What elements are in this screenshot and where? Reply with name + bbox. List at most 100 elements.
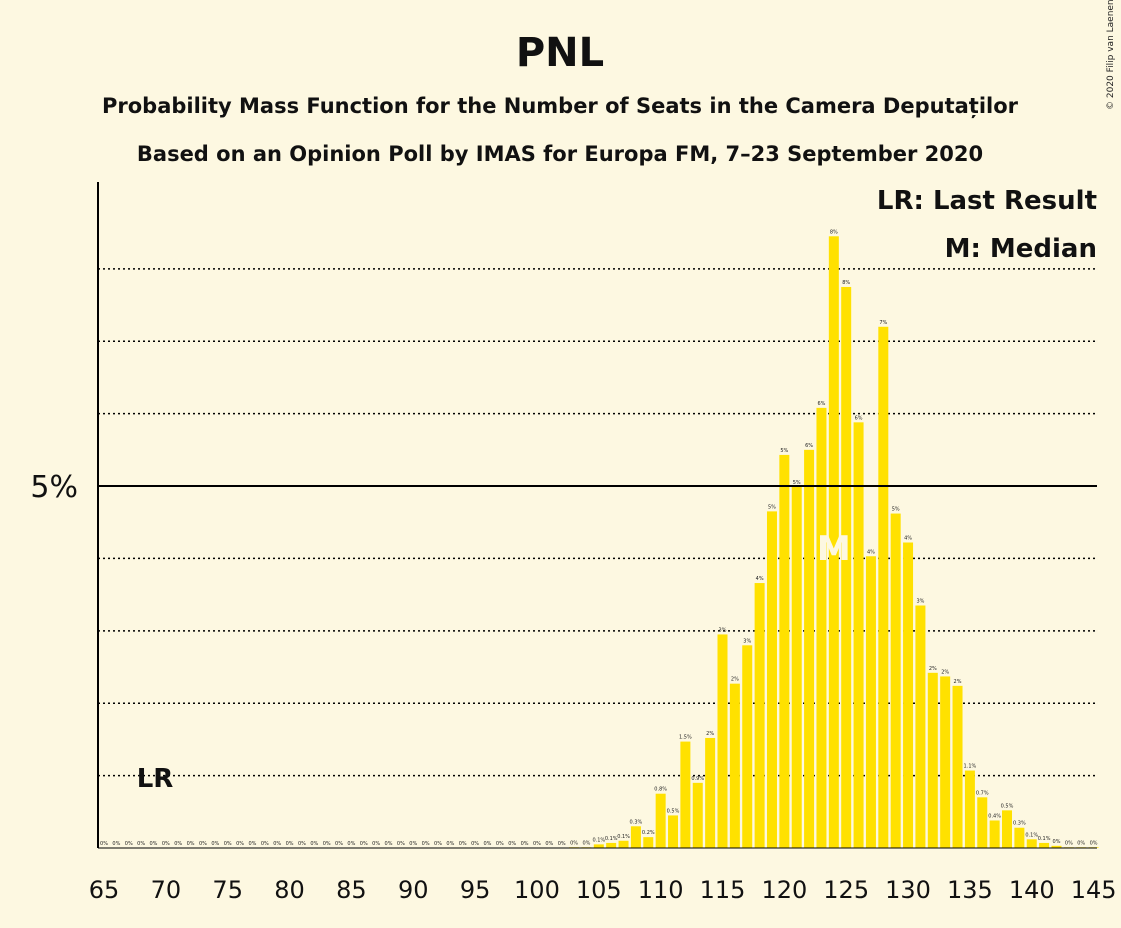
bar [977,797,988,848]
bar-value-label: 0.3% [630,819,643,825]
bar-value-label: 0% [545,841,553,847]
bar-value-label: 6% [805,443,813,449]
x-tick-label: 145 [1071,876,1117,904]
bar-value-label: 0% [570,840,578,846]
bar [606,842,617,848]
bar-value-label: 0.5% [667,808,680,814]
bar-value-label: 2% [954,679,962,685]
bar-value-label: 0% [150,841,158,847]
bar [865,556,876,848]
bar-value-label: 0% [496,841,504,847]
bar-value-label: 7% [879,320,887,326]
bar-value-label: 0% [409,841,417,847]
bar-value-label: 0.2% [642,830,655,836]
bar [754,583,765,848]
bar-value-label: 5% [892,507,900,513]
bar [890,513,901,848]
bar [680,741,691,848]
bar-value-label: 0% [385,841,393,847]
x-tick-label: 115 [700,876,746,904]
bar-value-label: 0% [261,841,269,847]
bar [940,676,951,848]
x-tick-label: 125 [823,876,869,904]
bar-value-label: 0% [1090,840,1098,846]
bar [816,407,827,848]
bar-value-label: 0.1% [1025,832,1038,838]
bar-value-label: 0.3% [1013,821,1026,827]
bar [742,645,753,848]
bar-value-label: 1.5% [679,735,692,741]
bar-value-label: 0% [236,841,244,847]
bar-value-label: 0% [174,841,182,847]
bar-value-label: 0% [372,841,380,847]
gridlines [98,268,1097,777]
bar [618,840,629,848]
bar-value-label: 0% [286,841,294,847]
bar-value-label: 0.4% [988,813,1001,819]
y-tick-label: 5% [30,470,78,505]
bar-value-label: 0% [112,841,120,847]
bar [989,820,1000,848]
bar [915,605,926,848]
x-tick-label: 130 [885,876,931,904]
bar-value-label: 0.1% [592,837,605,843]
bar [1039,842,1050,848]
bar-value-label: 2% [941,669,949,675]
bar-value-label: 0% [100,841,108,847]
x-tick-label: 135 [947,876,993,904]
x-tick-labels: 65 70 75 80 85 90 95 100 105 110 115 120 125 130 135 14… [89,876,1117,904]
bar [1014,827,1025,848]
legend-last-result: LR: Last Result [877,186,1097,216]
bar [927,672,938,848]
bar [643,837,654,848]
bar-value-label: 6% [855,415,863,421]
bar-value-label: 3% [743,638,751,644]
bar-labels: 0% 0% 0% 0% 0% 0% 0% 0% 0% 0% 0% 0% 0% 0% 0% 0% 0% 0% 0% 0%… [100,229,1098,847]
bar-value-label: 0% [533,841,541,847]
bar-value-label: 0% [1053,839,1061,845]
bar [964,770,975,848]
x-tick-label: 120 [761,876,807,904]
bar [668,815,679,848]
bar-value-label: 4% [756,576,764,582]
bar-value-label: 0% [521,841,529,847]
x-tick-label: 85 [336,876,367,904]
bar [593,844,604,848]
bar-value-label: 0.1% [617,834,630,840]
bar [853,422,864,848]
bar-value-label: 0% [273,841,281,847]
bar-value-label: 0.5% [1001,803,1014,809]
bar-value-label: 0% [360,841,368,847]
bar [1026,839,1037,848]
bar [828,236,839,849]
bar [655,793,666,848]
bar [841,286,852,848]
bar [692,782,703,848]
chart-subtitle: Probability Mass Function for the Number… [102,94,1019,119]
bar-value-label: 0% [582,840,590,846]
bar-value-label: 0% [137,841,145,847]
bar-value-label: 0% [125,841,133,847]
bar-value-label: 0.9% [691,776,704,782]
bar-value-label: 0% [298,841,306,847]
bar-value-label: 0% [484,841,492,847]
bar [791,486,802,848]
bar-value-label: 0% [471,841,479,847]
bar [705,737,716,848]
bar [630,826,641,848]
copyright-note: © 2020 Filip van Laenen [1106,0,1116,110]
x-tick-label: 105 [576,876,622,904]
bar-value-label: 0% [199,841,207,847]
bar-value-label: 2% [929,666,937,672]
bar-value-label: 0% [162,841,170,847]
bar-value-label: 0% [446,841,454,847]
x-tick-label: 80 [274,876,305,904]
bar-value-label: 0% [187,841,195,847]
bar-value-label: 0% [459,841,467,847]
bar-value-label: 0% [558,841,566,847]
median-marker: M [817,529,851,569]
bar [804,449,815,848]
x-tick-label: 65 [89,876,120,904]
bar-value-label: 0% [224,841,232,847]
